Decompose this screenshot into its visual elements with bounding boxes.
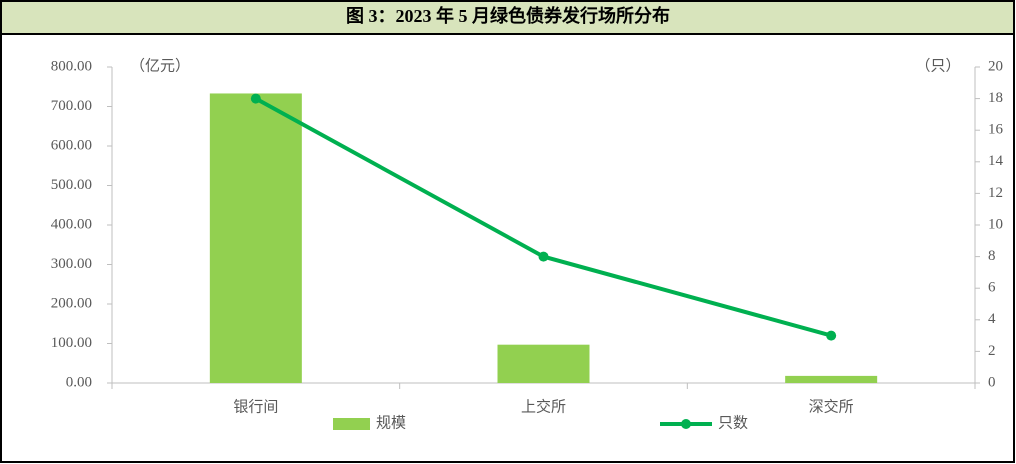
y-tick-label: 400.00 <box>51 216 92 232</box>
y-tick-label: 0.00 <box>66 374 92 390</box>
title-bar <box>0 0 1015 35</box>
legend-label: 只数 <box>718 414 748 431</box>
y-tick-label: 600.00 <box>51 137 92 153</box>
y2-unit: （只） <box>915 57 960 74</box>
marker <box>538 251 549 262</box>
legend-swatch <box>333 418 370 430</box>
marker <box>250 93 261 104</box>
y2-tick-label: 2 <box>988 343 996 359</box>
y2-tick-label: 4 <box>988 311 996 327</box>
y-tick-label: 300.00 <box>51 256 92 272</box>
y-tick-label: 100.00 <box>51 335 92 351</box>
bar <box>497 344 590 383</box>
x-tick-label: 银行间 <box>233 398 278 415</box>
bar <box>785 375 878 383</box>
marker <box>826 330 837 341</box>
y2-tick-label: 18 <box>988 90 1003 106</box>
y-tick-label: 500.00 <box>51 177 92 193</box>
bar <box>209 93 302 383</box>
y-unit: （亿元） <box>130 57 190 74</box>
y2-tick-label: 12 <box>988 185 1003 201</box>
x-tick-label: 深交所 <box>809 397 854 415</box>
y2-tick-label: 14 <box>988 153 1004 169</box>
y2-tick-label: 0 <box>988 374 996 390</box>
y2-tick-label: 20 <box>988 58 1003 74</box>
y-tick-label: 200.00 <box>51 295 92 311</box>
x-tick-label: 上交所 <box>521 397 566 415</box>
y2-tick-label: 10 <box>988 216 1003 232</box>
legend-marker <box>681 419 691 429</box>
y2-tick-label: 16 <box>988 122 1004 138</box>
y-tick-label: 800.00 <box>51 58 92 74</box>
y-tick-label: 700.00 <box>51 98 92 114</box>
y2-tick-label: 6 <box>988 280 996 296</box>
legend-label: 规模 <box>376 414 406 431</box>
y2-tick-label: 8 <box>988 248 996 264</box>
chart-title: 图 3：2023 年 5 月绿色债券发行场所分布 <box>346 5 670 26</box>
